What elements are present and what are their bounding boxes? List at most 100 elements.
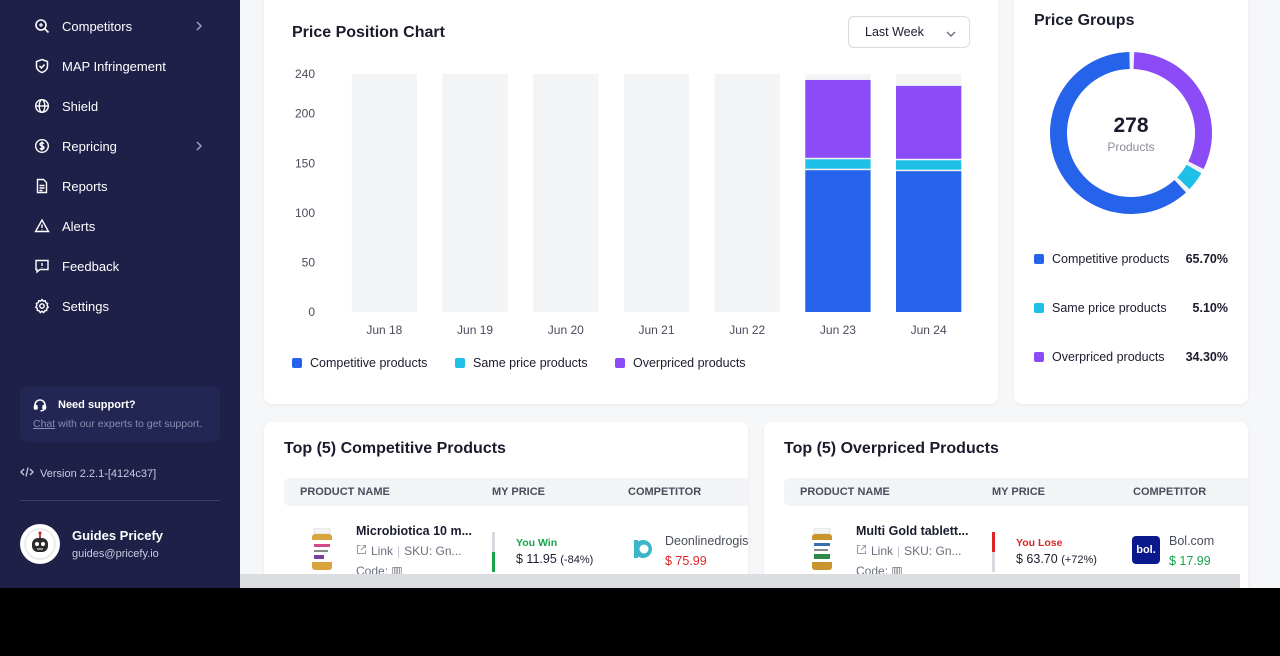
product-name[interactable]: Multi Gold tablett... [856, 524, 969, 538]
product-bottle-image [812, 528, 832, 570]
chat-link[interactable]: Chat [33, 418, 56, 430]
sidebar-item-settings[interactable]: Settings [20, 290, 220, 322]
col-my-price[interactable]: MY PRICE [992, 486, 1045, 498]
sidebar-item-reports[interactable]: Reports [20, 170, 220, 202]
product-link[interactable]: Link [871, 544, 894, 558]
price-change: (+72%) [1061, 554, 1097, 566]
y-tick-label: 50 [302, 255, 316, 269]
col-competitor[interactable]: COMPETITOR [1133, 486, 1207, 498]
user-name: Guides Pricefy [72, 528, 164, 543]
x-tick-label: Jun 18 [366, 323, 402, 337]
x-tick-label: Jun 20 [548, 323, 584, 337]
sidebar: Competitors MAP Infringement Shield Repr… [0, 0, 240, 588]
legend-same-price[interactable]: Same price products [455, 356, 588, 370]
sidebar-item-label: Feedback [62, 258, 120, 274]
donut-slice-same-price-products [1177, 164, 1202, 190]
y-tick-label: 240 [295, 67, 315, 81]
top-competitive-card: Top (5) Competitive Products PRODUCT NAM… [264, 422, 748, 588]
sidebar-item-feedback[interactable]: Feedback [20, 250, 220, 282]
user-email: guides@pricefy.io [72, 548, 159, 560]
price-position-chart: 0 50 100 150 200 240 Jun 18 Jun 19 Jun 20 Jun 21 J… [295, 67, 962, 337]
price-position-chart-card: Price Position Chart Last Week 0 50 100 150… [264, 0, 998, 404]
external-link-icon [356, 544, 367, 558]
group-pct: 34.30% [1185, 350, 1228, 364]
sidebar-item-competitors[interactable]: Competitors [20, 10, 220, 42]
bar-background [714, 74, 780, 312]
dollar-circle-icon [34, 138, 50, 154]
group-label: Same price products [1052, 301, 1167, 315]
legend-competitive[interactable]: Competitive products [292, 356, 427, 370]
document-icon [34, 178, 50, 194]
win-status: You Win [516, 537, 558, 549]
meta-separator: | [397, 544, 401, 558]
donut-slice-competitive-products [1050, 52, 1186, 215]
bar-background [623, 74, 690, 312]
sidebar-item-shield[interactable]: Shield [20, 90, 220, 122]
legend-label: Same price products [473, 356, 588, 370]
sidebar-item-repricing[interactable]: Repricing [20, 130, 220, 162]
chevron-down-icon [945, 28, 957, 42]
group-row-overpriced: Overpriced products 34.30% [1034, 349, 1228, 365]
horizontal-scrollbar[interactable] [240, 574, 1240, 588]
x-tick-label: Jun 23 [820, 323, 856, 337]
x-tick-label: Jun 21 [638, 323, 674, 337]
group-pct: 5.10% [1192, 301, 1228, 315]
sidebar-item-label: Competitors [62, 18, 133, 34]
x-tick-label: Jun 24 [911, 323, 947, 337]
group-pct: 65.70% [1185, 252, 1228, 266]
support-box: Need support? Chat with our experts to g… [20, 386, 220, 442]
deonlinedrogist-logo-icon [634, 540, 652, 558]
meta-separator: | [897, 544, 901, 558]
lose-status: You Lose [1016, 537, 1063, 549]
support-text: Chat with our experts to get support. [33, 418, 203, 430]
col-my-price[interactable]: MY PRICE [492, 486, 545, 498]
group-row-competitive: Competitive products 65.70% [1034, 251, 1228, 267]
y-tick-label: 100 [295, 206, 315, 220]
group-label: Competitive products [1052, 252, 1170, 266]
group-swatch [1034, 254, 1044, 264]
barcode-icon: ▥ [891, 564, 903, 578]
sidebar-divider [20, 500, 220, 501]
app-viewport: Competitors MAP Infringement Shield Repr… [0, 0, 1280, 588]
competitor-name[interactable]: Deonlinedrogist.n [665, 534, 748, 548]
col-product-name[interactable]: PRODUCT NAME [800, 486, 890, 498]
gear-icon [34, 298, 50, 314]
bar-segment-competitive-products [895, 171, 962, 312]
bar-segment-same-price-products [895, 160, 962, 170]
bol-logo-icon: bol. [1132, 536, 1160, 564]
shield-check-icon [34, 58, 50, 74]
legend-label: Competitive products [310, 356, 428, 370]
top-overpriced-card: Top (5) Overpriced Products PRODUCT NAME… [764, 422, 1248, 588]
bar-segment-competitive-products [805, 170, 871, 312]
sidebar-item-label: MAP Infringement [62, 58, 166, 74]
price-indicator [492, 532, 495, 572]
product-name[interactable]: Microbiotica 10 m... [356, 524, 473, 538]
donut-total: 278 [1113, 114, 1149, 137]
version-label: Version 2.2.1-[4124c37] [40, 467, 157, 480]
period-select[interactable]: Last Week [848, 16, 970, 48]
period-value: Last Week [865, 25, 924, 39]
bar-segment-same-price-products [805, 159, 871, 169]
sidebar-item-map-infringement[interactable]: MAP Infringement [20, 50, 220, 82]
product-link[interactable]: Link [371, 544, 394, 558]
external-link-icon [856, 544, 867, 558]
search-icon [34, 18, 50, 34]
legend-swatch [455, 358, 465, 368]
avatar[interactable] [20, 524, 60, 564]
bar-background [442, 74, 508, 312]
legend-label: Overpriced products [633, 356, 746, 370]
col-product-name[interactable]: PRODUCT NAME [300, 486, 390, 498]
legend-overpriced[interactable]: Overpriced products [615, 356, 746, 370]
price-groups-title: Price Groups [1034, 12, 1135, 29]
sidebar-item-label: Reports [62, 178, 108, 194]
col-competitor[interactable]: COMPETITOR [628, 486, 702, 498]
chart-title: Price Position Chart [292, 24, 445, 41]
bar-segment-overpriced-products [805, 79, 871, 158]
sidebar-item-alerts[interactable]: Alerts [20, 210, 220, 242]
warning-icon [34, 218, 50, 234]
y-tick-label: 0 [308, 305, 315, 319]
price-change: (-84%) [560, 554, 594, 566]
table-header [784, 478, 1248, 506]
competitor-name[interactable]: Bol.com [1169, 534, 1215, 548]
price-groups-card: Price Groups 278 Products Competitive pr… [1014, 0, 1248, 404]
